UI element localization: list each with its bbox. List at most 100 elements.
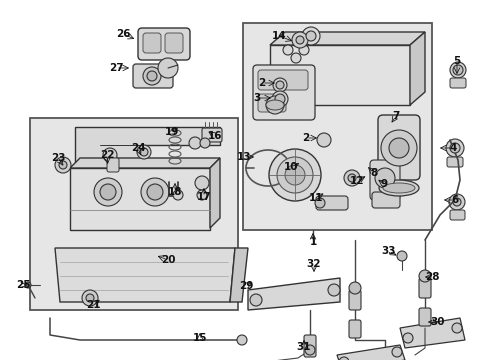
Circle shape: [271, 91, 287, 107]
FancyBboxPatch shape: [304, 335, 315, 357]
Circle shape: [142, 67, 161, 85]
Text: 4: 4: [448, 143, 456, 153]
Circle shape: [25, 282, 31, 288]
FancyBboxPatch shape: [446, 157, 462, 167]
Text: 5: 5: [452, 56, 460, 66]
Circle shape: [274, 94, 285, 104]
Polygon shape: [75, 127, 220, 170]
Circle shape: [189, 137, 201, 149]
Circle shape: [249, 294, 262, 306]
Ellipse shape: [378, 180, 418, 196]
Circle shape: [374, 168, 394, 188]
Circle shape: [276, 157, 312, 193]
Circle shape: [380, 130, 416, 166]
Circle shape: [265, 96, 284, 114]
FancyBboxPatch shape: [348, 290, 360, 310]
Circle shape: [137, 145, 151, 159]
Text: 3: 3: [253, 93, 260, 103]
Circle shape: [295, 36, 304, 44]
Text: 30: 30: [430, 317, 445, 327]
Circle shape: [94, 178, 122, 206]
Text: 2: 2: [258, 78, 265, 88]
Circle shape: [55, 157, 71, 173]
Text: 19: 19: [164, 127, 179, 137]
FancyBboxPatch shape: [371, 192, 399, 208]
Circle shape: [147, 71, 157, 81]
Text: 9: 9: [380, 179, 387, 189]
Text: 27: 27: [108, 63, 123, 73]
FancyBboxPatch shape: [258, 70, 307, 90]
FancyBboxPatch shape: [449, 78, 465, 88]
Polygon shape: [247, 278, 339, 310]
FancyBboxPatch shape: [252, 65, 314, 120]
FancyBboxPatch shape: [164, 33, 183, 53]
Circle shape: [173, 190, 183, 200]
Circle shape: [283, 45, 292, 55]
Circle shape: [103, 148, 117, 162]
Circle shape: [449, 143, 459, 153]
Bar: [30, 118, 238, 310]
Text: 25: 25: [16, 280, 30, 290]
Text: 14: 14: [271, 31, 286, 41]
Circle shape: [195, 176, 208, 190]
Circle shape: [291, 32, 307, 48]
FancyBboxPatch shape: [258, 94, 285, 112]
Circle shape: [451, 323, 461, 333]
Text: 26: 26: [116, 29, 130, 39]
Circle shape: [391, 347, 401, 357]
Circle shape: [100, 184, 116, 200]
FancyBboxPatch shape: [138, 28, 190, 60]
Circle shape: [140, 148, 148, 156]
Circle shape: [348, 282, 360, 294]
Circle shape: [285, 165, 305, 185]
Polygon shape: [269, 32, 424, 45]
Text: 31: 31: [296, 342, 311, 352]
Polygon shape: [409, 32, 424, 105]
Circle shape: [59, 161, 67, 169]
Text: 15: 15: [192, 333, 207, 343]
FancyBboxPatch shape: [418, 278, 430, 298]
FancyBboxPatch shape: [377, 115, 419, 180]
Text: 2: 2: [302, 133, 309, 143]
Circle shape: [452, 65, 462, 75]
Circle shape: [141, 178, 169, 206]
Circle shape: [158, 58, 178, 78]
Polygon shape: [269, 45, 409, 105]
Text: 1: 1: [309, 237, 316, 247]
Polygon shape: [399, 318, 464, 348]
Ellipse shape: [382, 183, 414, 193]
FancyBboxPatch shape: [418, 308, 430, 326]
Text: 32: 32: [306, 259, 321, 269]
Circle shape: [445, 139, 463, 157]
Text: 8: 8: [369, 168, 377, 178]
Text: 33: 33: [381, 246, 395, 256]
Text: 18: 18: [167, 187, 182, 197]
Circle shape: [86, 294, 94, 302]
Circle shape: [298, 45, 308, 55]
FancyBboxPatch shape: [449, 210, 464, 220]
FancyBboxPatch shape: [133, 64, 173, 88]
Circle shape: [452, 198, 460, 206]
Circle shape: [305, 345, 314, 355]
Polygon shape: [70, 158, 220, 168]
Text: 13: 13: [236, 152, 251, 162]
Circle shape: [402, 333, 412, 343]
Polygon shape: [70, 168, 209, 230]
Text: 7: 7: [391, 111, 399, 121]
Circle shape: [197, 190, 206, 200]
Circle shape: [316, 133, 330, 147]
Text: 11: 11: [308, 193, 323, 203]
Text: 22: 22: [100, 150, 114, 160]
Text: 17: 17: [196, 192, 211, 202]
Polygon shape: [336, 345, 404, 360]
Text: 23: 23: [51, 153, 65, 163]
Text: 24: 24: [130, 143, 145, 153]
Circle shape: [290, 53, 301, 63]
FancyBboxPatch shape: [369, 160, 399, 200]
Bar: [243, 23, 431, 230]
Circle shape: [200, 138, 209, 148]
FancyBboxPatch shape: [348, 320, 360, 338]
Text: 16: 16: [207, 131, 222, 141]
Ellipse shape: [265, 100, 284, 110]
Circle shape: [147, 184, 163, 200]
